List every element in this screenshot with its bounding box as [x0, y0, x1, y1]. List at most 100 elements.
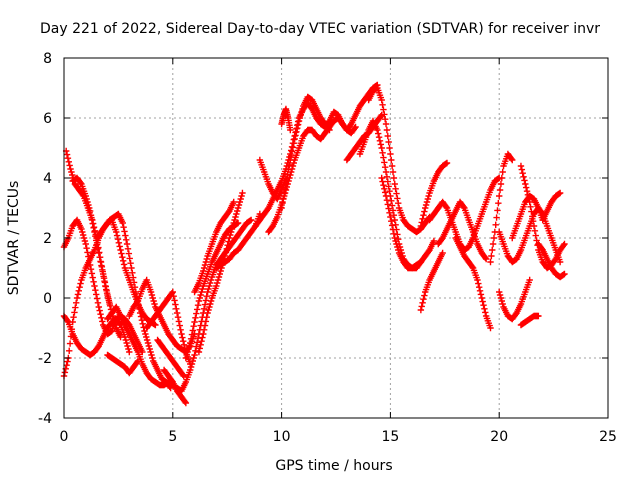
data-point	[213, 282, 220, 290]
data-point	[73, 294, 81, 302]
data-point	[131, 284, 139, 291]
data-point	[417, 306, 425, 314]
data-point	[561, 270, 568, 278]
data-point	[425, 192, 432, 200]
data-point	[393, 190, 400, 197]
data-point	[386, 144, 393, 152]
series-track-17	[213, 210, 264, 272]
data-point	[520, 173, 527, 180]
x-tick-label: 0	[60, 429, 69, 445]
axis-ticks	[63, 57, 609, 419]
data-point	[378, 96, 385, 104]
y-tick-label: -4	[38, 411, 52, 427]
data-point	[67, 165, 74, 173]
data-point	[99, 266, 106, 273]
data-point	[378, 144, 385, 152]
data-point	[178, 330, 185, 338]
data-point	[136, 309, 144, 317]
data-point	[395, 246, 402, 254]
data-point	[375, 130, 382, 137]
data-point	[235, 201, 243, 209]
data-point	[193, 339, 201, 346]
data-point	[86, 204, 93, 212]
data-point	[64, 317, 71, 324]
data-point	[522, 184, 530, 191]
data-point	[379, 149, 386, 156]
data-point	[199, 334, 206, 341]
data-point	[232, 213, 239, 221]
data-point	[230, 219, 237, 227]
data-point	[190, 323, 197, 330]
data-point	[71, 309, 78, 316]
data-point	[200, 305, 208, 312]
data-point	[287, 152, 295, 159]
data-point	[443, 159, 451, 167]
x-tick-label: 15	[381, 429, 399, 445]
data-point	[285, 166, 292, 173]
data-point	[206, 303, 213, 311]
data-point	[381, 116, 389, 123]
data-point	[173, 305, 180, 312]
data-point	[188, 331, 196, 338]
data-point	[439, 249, 446, 257]
data-point	[383, 197, 391, 204]
data-point	[91, 228, 98, 236]
data-point	[137, 313, 145, 320]
data-point	[389, 207, 397, 214]
data-point	[98, 314, 105, 321]
data-point	[99, 318, 106, 325]
data-point	[106, 299, 113, 306]
data-point	[498, 297, 506, 305]
series-track-24	[365, 84, 433, 236]
data-point	[84, 249, 91, 256]
data-point	[508, 155, 515, 162]
data-point	[143, 336, 151, 344]
data-point	[392, 185, 399, 192]
data-point	[76, 284, 83, 291]
data-point	[193, 306, 201, 313]
series-track-35	[517, 312, 542, 329]
data-point	[289, 162, 297, 170]
data-point	[194, 302, 202, 309]
data-point	[104, 291, 111, 299]
data-point	[152, 321, 159, 329]
data-point	[394, 243, 401, 251]
data-point	[100, 275, 108, 282]
data-point	[386, 188, 393, 195]
data-point	[234, 207, 241, 215]
data-point	[556, 189, 564, 197]
data-point	[124, 245, 132, 252]
data-point	[375, 134, 383, 141]
series-track-12	[154, 336, 187, 380]
data-point	[214, 276, 222, 284]
series-track-16	[195, 189, 246, 356]
data-point	[326, 126, 333, 134]
y-tick-label: 6	[43, 111, 52, 127]
data-point	[132, 288, 140, 296]
data-point	[94, 299, 102, 306]
data-point	[129, 274, 137, 281]
data-point	[169, 288, 176, 296]
data-point	[497, 294, 505, 302]
series-track-30	[435, 198, 490, 263]
data-point	[200, 264, 208, 272]
data-point	[380, 182, 387, 189]
data-point	[119, 219, 126, 227]
series-track-15	[191, 198, 237, 296]
data-point	[106, 302, 114, 309]
data-point	[65, 158, 72, 165]
data-point	[378, 174, 385, 182]
data-point	[294, 125, 301, 132]
data-point	[374, 126, 381, 134]
data-point	[184, 348, 191, 356]
data-point	[195, 297, 203, 305]
series-track-13	[173, 216, 255, 395]
data-point	[528, 208, 535, 215]
data-point	[196, 345, 203, 352]
x-tick-label: 5	[168, 429, 177, 445]
data-point	[85, 253, 92, 260]
data-point	[118, 250, 125, 257]
data-point	[496, 192, 503, 200]
data-point	[69, 171, 76, 179]
data-point	[138, 317, 146, 324]
